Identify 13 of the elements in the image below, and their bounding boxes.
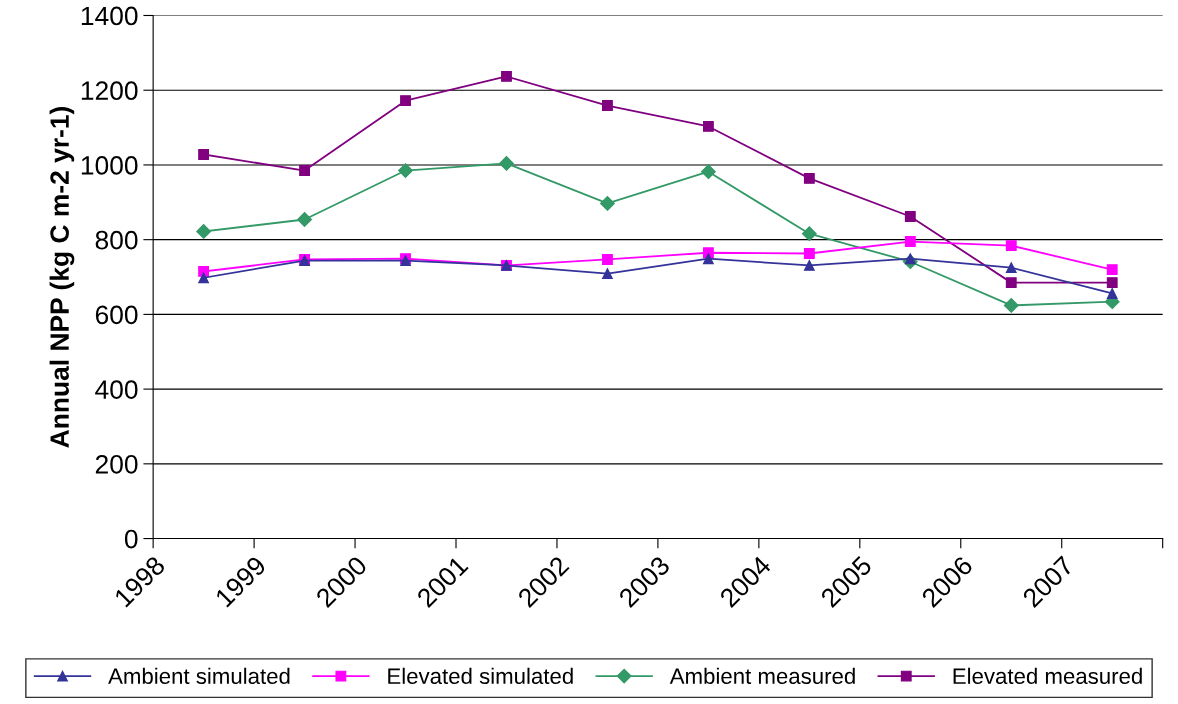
y-tick-label: 600 xyxy=(95,305,138,325)
y-axis-title: Annual NPP (kg C m-2 yr-1) xyxy=(49,107,75,448)
y-tick-label: 200 xyxy=(95,454,138,474)
y-tick-label: 1200 xyxy=(81,81,138,101)
y-tick-label: 800 xyxy=(95,230,138,250)
y-tick-label: 0 xyxy=(124,529,138,549)
legend-label: Elevated simulated xyxy=(388,667,573,685)
legend-label: Ambient measured xyxy=(669,667,855,685)
legend-label: Ambient simulated xyxy=(108,667,290,685)
y-tick-label: 1400 xyxy=(81,6,138,26)
y-tick-label: 400 xyxy=(95,380,138,399)
y-tick-label: 1000 xyxy=(81,156,138,175)
legend-label: Elevated measured xyxy=(953,667,1142,685)
